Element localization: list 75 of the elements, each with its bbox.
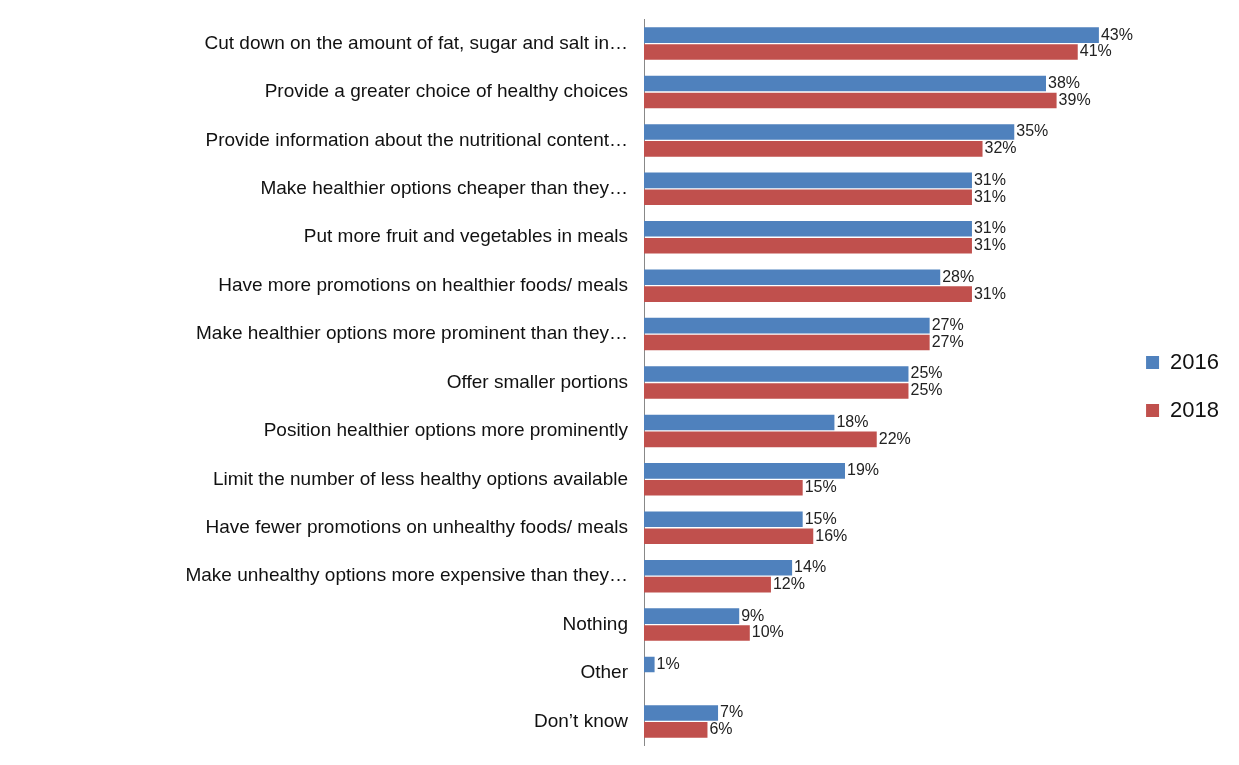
bar <box>644 317 930 334</box>
data-label: 43% <box>1100 25 1133 43</box>
bar <box>644 383 909 399</box>
data-label: 28% <box>942 267 975 285</box>
data-label: 12% <box>772 575 805 593</box>
bar <box>644 189 972 206</box>
data-label: 7% <box>720 703 744 721</box>
data-label: 41% <box>1079 42 1112 60</box>
data-label: 31% <box>973 187 1006 205</box>
y-tick-label: Offer smaller portions <box>446 370 628 392</box>
y-tick-label: Other <box>580 661 629 683</box>
bar <box>644 656 655 673</box>
bar <box>644 722 708 738</box>
bar <box>644 480 803 496</box>
data-label: 16% <box>815 526 848 544</box>
data-label: 19% <box>847 461 880 479</box>
data-label: 6% <box>709 720 733 738</box>
y-tick-label: Provide information about the nutritional content… <box>205 128 628 150</box>
bar <box>644 44 1078 60</box>
bar <box>644 124 1015 140</box>
bar <box>644 141 983 157</box>
y-tick-label: Provide a greater choice of healthy choices <box>264 80 628 102</box>
y-tick-label: Position healthier options more prominently <box>263 419 629 441</box>
data-label: 31% <box>973 170 1006 188</box>
data-label: 27% <box>931 332 964 350</box>
bar <box>644 366 909 382</box>
data-label: 31% <box>973 236 1006 254</box>
y-tick-label: Make healthier options cheaper than they… <box>260 177 628 199</box>
bar <box>644 334 930 351</box>
data-label: 31% <box>973 284 1006 302</box>
data-label: 15% <box>804 478 837 496</box>
bar <box>644 269 941 285</box>
legend-label: 2018 <box>1170 396 1220 422</box>
data-label: 1% <box>656 654 680 672</box>
data-label: 25% <box>910 381 943 399</box>
data-label: 14% <box>794 558 827 576</box>
y-tick-label: Have more promotions on healthier foods/ meals <box>218 273 628 295</box>
bar <box>644 286 972 302</box>
y-tick-label: Cut down on the amount of fat, sugar and salt in… <box>204 31 628 53</box>
y-tick-label: Make unhealthy options more expensive than they… <box>185 564 628 586</box>
data-label: 10% <box>751 623 784 641</box>
data-label: 35% <box>1016 122 1049 140</box>
data-label: 32% <box>984 139 1017 157</box>
data-label: 18% <box>836 412 869 430</box>
bar <box>644 528 814 545</box>
bar <box>644 220 972 237</box>
y-tick-label: Have fewer promotions on unhealthy foods/ meals <box>205 515 628 537</box>
bar <box>644 431 877 448</box>
data-label: 38% <box>1048 73 1081 91</box>
bar <box>644 414 835 431</box>
bar <box>644 237 972 254</box>
data-label: 39% <box>1058 90 1091 108</box>
bar <box>644 705 719 721</box>
data-label: 9% <box>741 606 765 624</box>
data-label: 27% <box>931 316 964 334</box>
y-tick-label: Make healthier options more prominent than they… <box>196 322 628 344</box>
y-tick-label: Limit the number of less healthy options available <box>212 467 628 489</box>
bar <box>644 608 740 624</box>
data-label: 31% <box>973 219 1006 237</box>
bar <box>644 92 1057 109</box>
data-label: 15% <box>804 509 837 527</box>
bar <box>644 75 1047 92</box>
y-tick-label: Nothing <box>562 612 628 634</box>
data-label: 22% <box>878 429 911 447</box>
bar <box>644 172 972 189</box>
y-tick-label: Put more fruit and vegetables in meals <box>303 225 628 247</box>
bar <box>644 625 750 641</box>
bar <box>644 576 771 593</box>
legend-label: 2016 <box>1170 348 1220 374</box>
data-label: 25% <box>910 364 943 382</box>
y-tick-label: Don’t know <box>534 709 629 731</box>
bar <box>644 511 803 528</box>
bar <box>644 27 1099 43</box>
bar <box>644 463 845 479</box>
bar <box>644 559 793 576</box>
